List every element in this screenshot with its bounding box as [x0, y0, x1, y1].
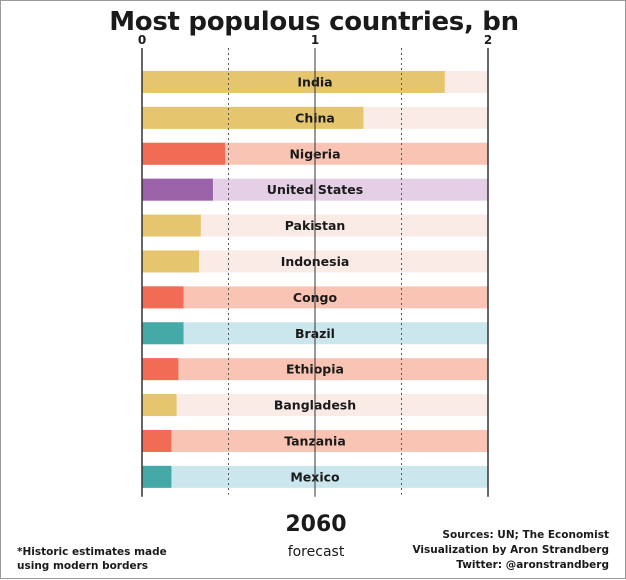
bar-1 [142, 106, 364, 129]
bar-5 [142, 250, 200, 273]
year-label: 2060 [285, 512, 347, 537]
bar-0 [142, 70, 445, 93]
visualization-credit: Visualization by Aron Strandberg [412, 544, 609, 556]
x-tick-label-1: 1 [311, 33, 319, 47]
footnote: *Historic estimates made using modern bo… [17, 545, 217, 573]
bar-8 [142, 358, 179, 381]
bar-10 [142, 429, 172, 452]
footnote-line-2: using modern borders [17, 560, 149, 572]
bar-6 [142, 286, 184, 309]
bar-2 [142, 142, 226, 165]
bar-4 [142, 214, 201, 237]
bar-7 [142, 322, 184, 345]
bar-3 [142, 178, 213, 201]
footnote-line-1: *Historic estimates made [17, 546, 167, 558]
bars [142, 70, 445, 488]
sources-line: Sources: UN; The Economist [442, 529, 609, 541]
bar-9 [142, 394, 177, 417]
forecast-label: forecast [287, 544, 345, 560]
x-tick-label-0: 0 [138, 33, 146, 47]
chart-title: Most populous countries, bn [109, 7, 519, 37]
bar-11 [142, 465, 172, 488]
twitter-credit: Twitter: @aronstrandberg [456, 559, 609, 571]
x-tick-label-2: 2 [484, 33, 492, 47]
credits: Sources: UN; The Economist Visualization… [412, 528, 609, 573]
